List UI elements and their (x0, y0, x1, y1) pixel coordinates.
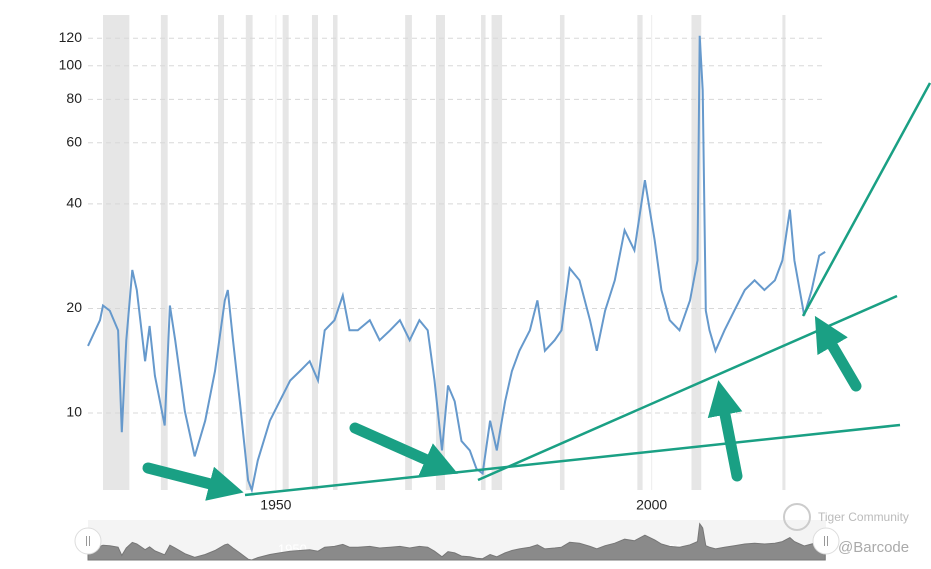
watermark-logo (783, 503, 811, 531)
watermark-brand: Tiger Community (818, 510, 909, 524)
watermark-handle: @Barcode (838, 539, 909, 556)
recession-band (160, 15, 168, 490)
series-line (87, 35, 826, 494)
x-tick-label: 2000 (636, 497, 667, 513)
recession-band (282, 15, 289, 490)
recession-band (103, 15, 130, 490)
recession-band (311, 15, 318, 490)
y-tick-label: 120 (59, 29, 83, 45)
navigator-area (87, 522, 826, 561)
recession-band (245, 15, 253, 490)
x-tick-label: 1950 (260, 497, 291, 513)
watermark: Tiger Community @Barcode (783, 503, 909, 556)
recession-band (559, 15, 565, 490)
recession-band (491, 15, 503, 490)
trend-line (244, 423, 901, 497)
navigator-handle[interactable] (74, 527, 102, 555)
recession-band (218, 15, 225, 490)
recession-band (481, 15, 486, 490)
arrow (814, 315, 862, 392)
plot (87, 35, 826, 494)
navigator-handle[interactable] (812, 527, 840, 555)
recession-band (637, 15, 643, 490)
arrow (349, 422, 458, 476)
y-tick-label: 40 (66, 195, 82, 211)
arrow (707, 380, 743, 482)
recession-band (435, 15, 445, 490)
y-tick-label: 20 (66, 299, 82, 315)
trend-line (801, 82, 931, 317)
recession-bands (103, 15, 786, 490)
trend-annotations (142, 82, 931, 501)
y-tick-label: 60 (66, 133, 82, 149)
y-tick-label: 10 (66, 404, 82, 420)
recession-band (405, 15, 412, 490)
arrow (142, 462, 244, 501)
y-tick-label: 80 (66, 90, 82, 106)
recession-band (691, 15, 702, 490)
recession-band (332, 15, 338, 490)
y-tick-label: 100 (59, 56, 83, 72)
